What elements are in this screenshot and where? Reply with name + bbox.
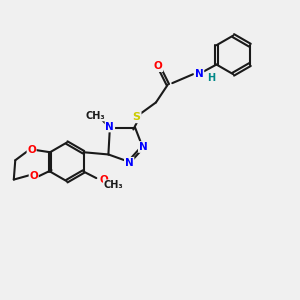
Text: CH₃: CH₃ [103, 180, 123, 190]
Text: N: N [139, 142, 148, 152]
Text: O: O [99, 176, 108, 185]
Text: O: O [29, 171, 38, 181]
Text: S: S [133, 112, 141, 122]
Text: O: O [27, 145, 36, 155]
Text: H: H [207, 73, 215, 83]
Text: N: N [195, 69, 203, 79]
Text: N: N [106, 122, 114, 131]
Text: CH₃: CH₃ [85, 111, 105, 121]
Text: N: N [125, 158, 134, 168]
Text: O: O [154, 61, 162, 71]
